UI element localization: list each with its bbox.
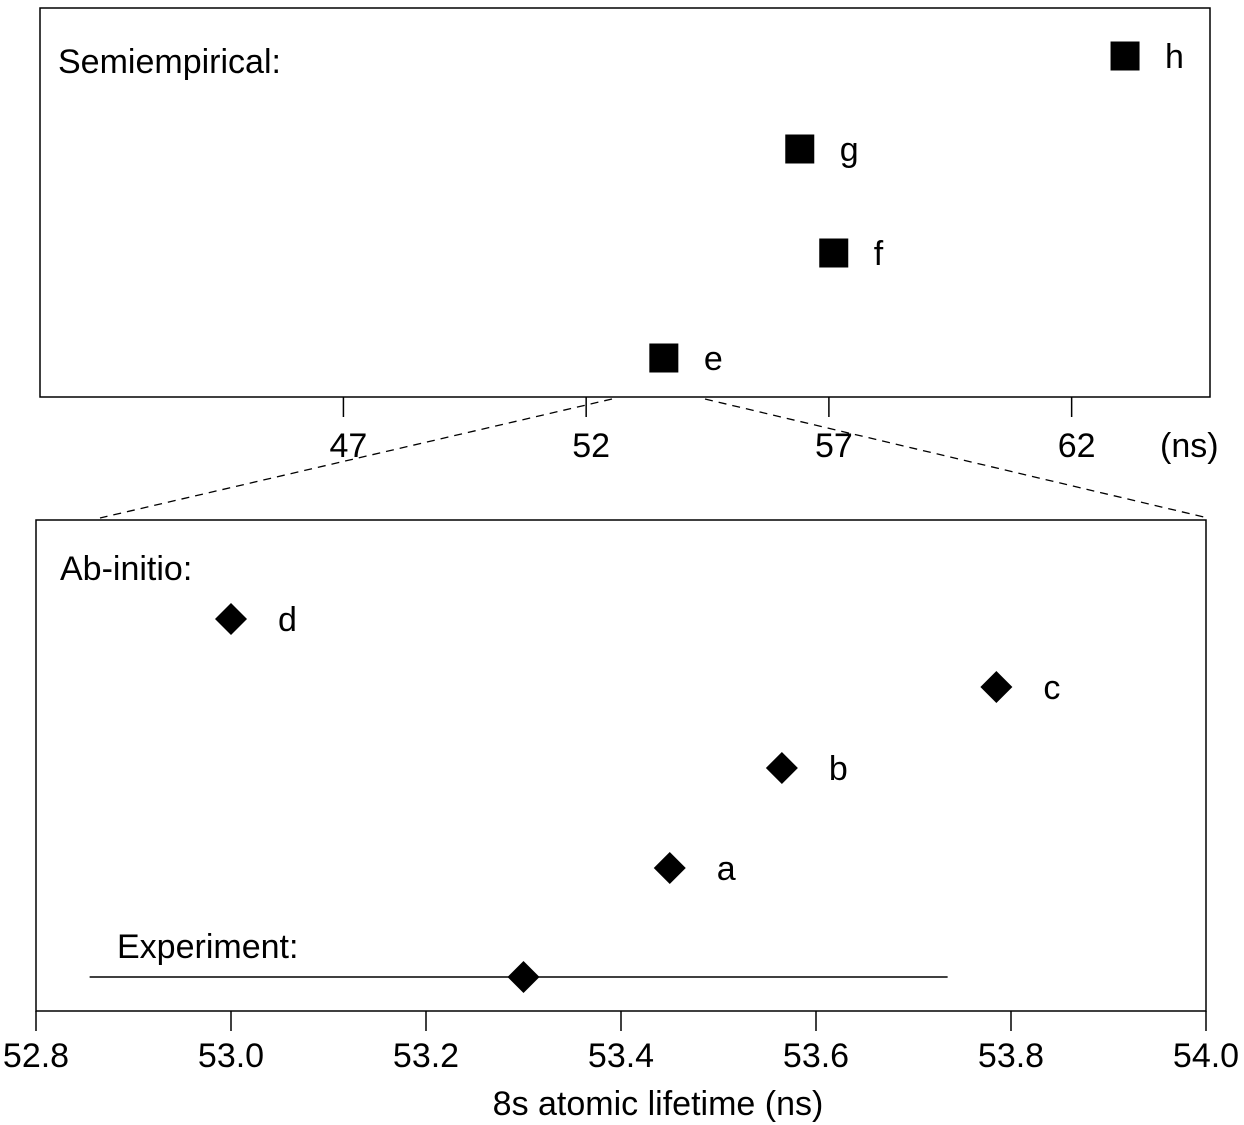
semiempirical-x-axis: 47 52 57 62 (330, 397, 1096, 465)
semiempirical-points: e f g h (649, 38, 1184, 378)
semiempirical-point-f (819, 238, 849, 268)
ab-initio-tick-label-4: 53.6 (783, 1037, 849, 1075)
ab-initio-point-label-d: d (278, 601, 297, 639)
zoom-connector (99, 398, 1209, 519)
semiempirical-frame (39, 7, 1211, 398)
ab-initio-point-label-b: b (829, 750, 848, 788)
ab-initio-tick-label-1: 53.0 (198, 1037, 264, 1075)
ab-initio-x-label: 8s atomic lifetime (ns) (493, 1085, 824, 1123)
ab-initio-points: a b c d (215, 601, 1060, 888)
ab-initio-tick-label-6: 54.0 (1173, 1037, 1239, 1075)
ab-initio-tick-label-0: 52.8 (3, 1037, 69, 1075)
semiempirical-point-h (1110, 41, 1140, 71)
ab-initio-point-label-c: c (1043, 669, 1060, 707)
experiment-marker (507, 961, 540, 993)
ab-initio-panel: Ab-initio: 52.8 53.0 53.2 53.4 53.6 53.8 54.0 … (3, 519, 1239, 1123)
ab-initio-title: Ab-initio: (60, 550, 192, 588)
ab-initio-x-axis: 52.8 53.0 53.2 53.4 53.6 53.8 54.0 (3, 1011, 1239, 1075)
semiempirical-tick-label-2: 57 (815, 427, 853, 465)
semiempirical-point-g (785, 134, 815, 164)
semiempirical-point-label-f: f (874, 235, 884, 273)
semiempirical-point-e (649, 343, 679, 373)
semiempirical-tick-label-0: 47 (330, 427, 368, 465)
ab-initio-tick-label-5: 53.8 (978, 1037, 1044, 1075)
semiempirical-point-label-e: e (704, 340, 723, 378)
ab-initio-point-c (980, 671, 1013, 703)
ab-initio-tick-label-3: 53.4 (588, 1037, 654, 1075)
ab-initio-point-label-a: a (717, 850, 736, 888)
semiempirical-tick-label-1: 52 (572, 427, 610, 465)
semiempirical-unit-label: (ns) (1160, 427, 1219, 465)
experiment-label: Experiment: (117, 928, 298, 966)
semiempirical-tick-label-3: 62 (1058, 427, 1096, 465)
experiment-group: Experiment: (89, 928, 948, 993)
semiempirical-title: Semiempirical: (58, 43, 281, 81)
ab-initio-point-a (653, 852, 686, 884)
zoom-line-right (704, 398, 1209, 519)
ab-initio-tick-label-2: 53.2 (393, 1037, 459, 1075)
zoom-line-left (99, 398, 613, 519)
ab-initio-point-d (215, 603, 247, 635)
semiempirical-panel: Semiempirical: 47 52 57 62 (ns) e f g h (39, 7, 1219, 465)
semiempirical-point-label-g: g (840, 131, 859, 169)
ab-initio-point-b (765, 752, 798, 784)
semiempirical-point-label-h: h (1165, 38, 1184, 76)
